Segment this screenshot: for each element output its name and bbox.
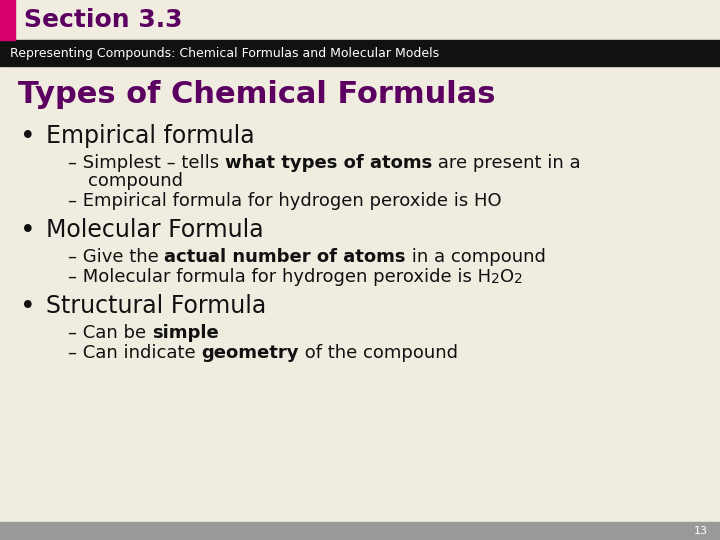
Text: 2: 2 [491, 272, 500, 286]
Text: – Simplest – tells: – Simplest – tells [68, 154, 225, 172]
Bar [0, 40, 720, 66]
Text: O: O [500, 268, 514, 286]
Text: Empirical formula: Empirical formula [46, 124, 255, 148]
Text: 13: 13 [694, 526, 708, 536]
Text: simple: simple [152, 324, 219, 342]
Text: •: • [20, 218, 36, 244]
Text: Section 3.3: Section 3.3 [24, 8, 182, 32]
Text: compound: compound [88, 172, 183, 190]
Text: in a compound: in a compound [406, 248, 546, 266]
Text: – Can be: – Can be [68, 324, 152, 342]
Text: – Give the: – Give the [68, 248, 164, 266]
Text: – Molecular formula for hydrogen peroxide is H: – Molecular formula for hydrogen peroxid… [68, 268, 491, 286]
Text: of the compound: of the compound [299, 344, 458, 362]
Text: Structural Formula: Structural Formula [46, 294, 266, 318]
Bar [0, 522, 720, 540]
Text: Molecular Formula: Molecular Formula [46, 218, 264, 242]
Text: actual number of atoms: actual number of atoms [164, 248, 406, 266]
Bar [0, 0, 720, 40]
Text: •: • [20, 124, 36, 150]
Text: •: • [20, 294, 36, 320]
Bar [0, 0, 15, 40]
Text: what types of atoms: what types of atoms [225, 154, 432, 172]
Text: geometry: geometry [202, 344, 299, 362]
Text: Representing Compounds: Chemical Formulas and Molecular Models: Representing Compounds: Chemical Formula… [10, 46, 439, 59]
Text: – Empirical formula for hydrogen peroxide is HO: – Empirical formula for hydrogen peroxid… [68, 192, 502, 210]
Text: 2: 2 [514, 272, 523, 286]
Text: Types of Chemical Formulas: Types of Chemical Formulas [18, 80, 495, 109]
Text: are present in a: are present in a [432, 154, 581, 172]
Text: – Can indicate: – Can indicate [68, 344, 202, 362]
